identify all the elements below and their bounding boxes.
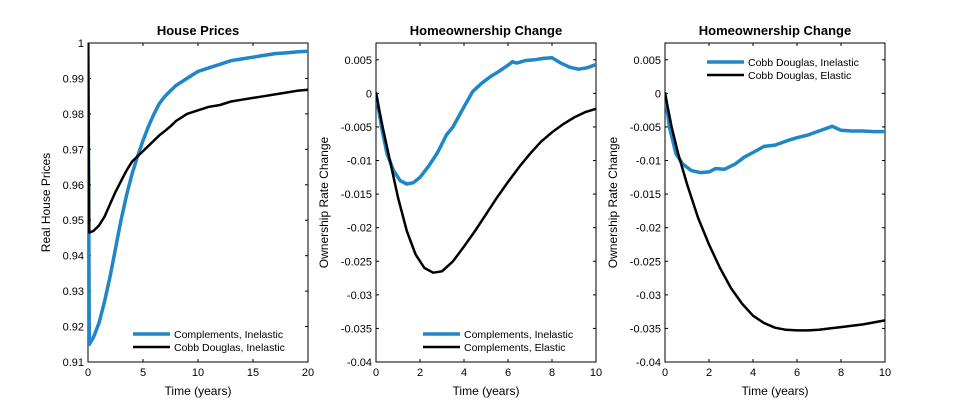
legend-label: Complements, Inelastic: [174, 329, 283, 341]
y-tick-label: -0.025: [630, 256, 661, 268]
series-line-1: [376, 56, 596, 186]
x-tick-label: 6: [505, 367, 511, 379]
y-tick-label: 0.99: [63, 73, 84, 85]
y-tick-label: -0.005: [630, 122, 661, 134]
y-tick-label: 0.93: [63, 286, 84, 298]
y-tick-label: -0.035: [630, 323, 661, 335]
y-tick-label: 0.005: [344, 55, 372, 67]
x-tick-label: 8: [549, 367, 555, 379]
y-tick-label: -0.03: [347, 290, 372, 302]
x-tick-label: 10: [192, 367, 204, 379]
y-tick-label: 0.005: [633, 55, 661, 67]
legend-label: Cobb Douglas, Inelastic: [174, 342, 285, 354]
y-tick-label: -0.01: [636, 156, 661, 168]
panel-title: House Prices: [157, 23, 239, 38]
y-tick-label: 0.96: [63, 180, 84, 192]
axes-box: [375, 42, 597, 363]
y-tick-label: -0.035: [341, 323, 372, 335]
x-tick-label: 2: [417, 367, 423, 379]
x-tick-label: 6: [794, 367, 800, 379]
y-axis-label: Real House Prices: [39, 153, 53, 252]
axes-box: [664, 42, 886, 363]
y-tick-label: 0.95: [63, 215, 84, 227]
series-line-1: [665, 91, 885, 175]
y-tick-label: -0.025: [341, 256, 372, 268]
axes-box: [87, 42, 309, 363]
x-tick-label: 0: [373, 367, 379, 379]
y-tick-label: 0.94: [63, 251, 84, 263]
series-line-2: [88, 43, 308, 234]
y-tick-label: -0.015: [630, 189, 661, 201]
panel-1: 0 5 10 15 20 0.91 0.92 0.93 0.94 0.95 0.96 0.97 0.98…: [39, 23, 314, 398]
y-tick-label: -0.02: [347, 223, 372, 235]
x-axis-label: Time (years): [453, 384, 520, 398]
x-tick-label: 20: [302, 367, 314, 379]
y-axis-label: Ownership Rate Change: [317, 136, 331, 268]
x-tick-label: 0: [662, 367, 668, 379]
x-tick-label: 8: [838, 367, 844, 379]
x-tick-label: 4: [750, 367, 756, 379]
y-tick-label: -0.015: [341, 189, 372, 201]
legend-label: Cobb Douglas, Inelastic: [748, 57, 859, 69]
y-tick-label: -0.04: [636, 357, 661, 369]
series-line-2: [376, 92, 596, 274]
legend-label: Complements, Inelastic: [464, 329, 573, 341]
y-tick-label: 1: [78, 38, 84, 50]
y-tick-label: 0.98: [63, 109, 84, 121]
legend-label: Cobb Douglas, Elastic: [748, 70, 851, 82]
series-line-2: [665, 92, 885, 332]
y-tick-label: -0.02: [636, 223, 661, 235]
y-tick-label: 0.92: [63, 322, 84, 334]
x-axis-label: Time (years): [165, 384, 232, 398]
y-tick-label: 0.91: [63, 357, 84, 369]
legend-box: [130, 326, 302, 356]
series-line-1: [88, 43, 308, 347]
legend-label: Complements, Elastic: [464, 342, 566, 354]
x-tick-label: 5: [140, 367, 146, 379]
y-tick-label: -0.03: [636, 290, 661, 302]
x-axis-label: Time (years): [742, 384, 809, 398]
y-tick-label: -0.01: [347, 156, 372, 168]
x-tick-label: 10: [590, 367, 602, 379]
legend-box: [704, 54, 882, 84]
y-tick-label: -0.04: [347, 357, 372, 369]
legend-box: [420, 326, 592, 356]
panel-3: 0 2 4 6 8 10 -0.04 -0.035 -0.03 -0.025 -0.02 -0.015…: [606, 23, 891, 398]
panel-2: 0 2 4 6 8 10 -0.04 -0.035 -0.03 -0.025 -0.02 -0.015…: [317, 23, 602, 398]
y-axis-label: Ownership Rate Change: [606, 136, 620, 268]
y-tick-label: -0.005: [341, 122, 372, 134]
y-tick-label: 0: [366, 88, 372, 100]
x-tick-label: 0: [85, 367, 91, 379]
y-tick-label: 0.97: [63, 144, 84, 156]
y-tick-label: 0: [655, 88, 661, 100]
panel-title: Homeownership Change: [699, 23, 851, 38]
x-tick-label: 15: [247, 367, 259, 379]
x-tick-label: 4: [461, 367, 467, 379]
x-tick-label: 10: [879, 367, 891, 379]
panel-title: Homeownership Change: [410, 23, 562, 38]
x-tick-label: 2: [706, 367, 712, 379]
